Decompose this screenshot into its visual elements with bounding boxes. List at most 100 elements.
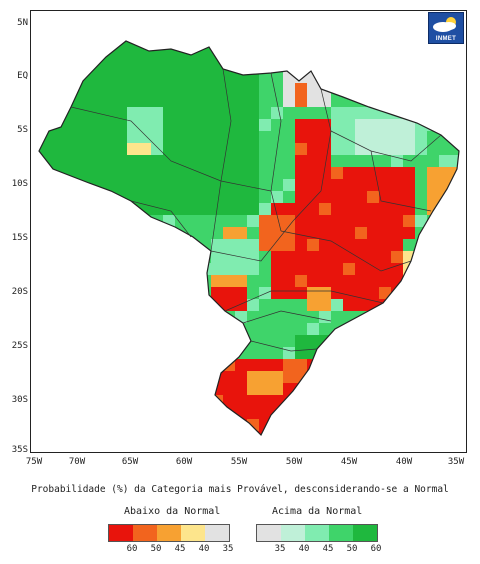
grid-cell — [55, 131, 67, 143]
grid-cell — [355, 107, 367, 119]
lon-tick: 65W — [121, 457, 139, 467]
grid-cell — [271, 263, 283, 275]
grid-cell — [427, 155, 439, 167]
legend-swatch — [205, 525, 229, 541]
grid-cell — [115, 59, 127, 71]
grid-cell — [127, 119, 139, 131]
grid-cell — [307, 167, 319, 179]
grid-cell — [91, 83, 103, 95]
grid-cell — [199, 143, 211, 155]
grid-cell — [151, 143, 163, 155]
grid-cell — [439, 155, 451, 167]
inmet-logo: INMET — [428, 12, 464, 44]
grid-cell — [175, 191, 187, 203]
grid-cell — [319, 119, 331, 131]
legend-label: 35 — [274, 544, 286, 554]
grid-cell — [223, 71, 235, 83]
grid-cell — [319, 263, 331, 275]
grid-cell — [283, 275, 295, 287]
grid-cell — [319, 143, 331, 155]
grid-cell — [415, 191, 427, 203]
grid-cell — [247, 131, 259, 143]
grid-cell — [103, 119, 115, 131]
grid-cell — [319, 251, 331, 263]
grid-cell — [451, 155, 459, 167]
grid-cell — [271, 239, 283, 251]
grid-cell — [283, 167, 295, 179]
grid-cell — [283, 299, 295, 311]
grid-cell — [307, 131, 319, 143]
grid-cell — [91, 131, 103, 143]
grid-cell — [247, 191, 259, 203]
grid-cell — [103, 107, 115, 119]
grid-cell — [187, 131, 199, 143]
grid-cell — [295, 311, 307, 323]
grid-cell — [127, 179, 139, 191]
grid-cell — [43, 143, 55, 155]
grid-cell — [259, 359, 271, 371]
legend-swatch — [181, 525, 205, 541]
grid-cell — [319, 275, 331, 287]
grid-cell — [151, 95, 163, 107]
legend-below-scale — [108, 524, 230, 542]
grid-cell — [199, 83, 211, 95]
brazil-probability-map — [31, 11, 466, 452]
grid-cell — [259, 383, 271, 395]
grid-cell — [307, 119, 319, 131]
grid-cell — [391, 215, 403, 227]
grid-cell — [175, 179, 187, 191]
grid-cell — [367, 191, 379, 203]
grid-cell — [331, 191, 343, 203]
grid-cell — [175, 83, 187, 95]
grid-cell — [295, 119, 307, 131]
grid-cell — [331, 227, 343, 239]
grid-cell — [163, 83, 175, 95]
grid-cell — [343, 203, 355, 215]
grid-cell — [115, 47, 127, 59]
grid-cell — [307, 299, 319, 311]
grid-cell — [223, 131, 235, 143]
grid-cell — [127, 131, 139, 143]
grid-cell — [355, 227, 367, 239]
grid-cell — [307, 203, 319, 215]
grid-cell — [199, 59, 211, 71]
grid-cell — [151, 155, 163, 167]
grid-cell — [295, 179, 307, 191]
grid-cell — [235, 155, 247, 167]
grid-cell — [343, 263, 355, 275]
grid-cell — [295, 287, 307, 299]
grid-cell — [223, 203, 235, 215]
grid-cell — [115, 131, 127, 143]
grid-cell — [127, 95, 139, 107]
lon-tick: 55W — [230, 457, 248, 467]
grid-cell — [211, 119, 223, 131]
grid-cell — [187, 167, 199, 179]
grid-cell — [391, 179, 403, 191]
lat-tick: 30S — [11, 395, 28, 405]
lon-tick: 75W — [25, 457, 43, 467]
grid-cell — [379, 227, 391, 239]
grid-cell — [175, 95, 187, 107]
grid-cell — [283, 311, 295, 323]
grid-cell — [295, 83, 307, 95]
grid-cell — [355, 239, 367, 251]
grid-cell — [355, 215, 367, 227]
grid-cell — [283, 359, 295, 371]
grid-cell — [295, 347, 307, 359]
grid-cell — [163, 191, 175, 203]
grid-cell — [247, 179, 259, 191]
grid-cell — [163, 203, 175, 215]
grid-cell — [115, 155, 127, 167]
grid-cell — [331, 131, 343, 143]
grid-cell — [307, 179, 319, 191]
map-caption: Probabilidade (%) da Categoria mais Prov… — [31, 484, 449, 495]
grid-cell — [223, 119, 235, 131]
grid-cell — [307, 239, 319, 251]
grid-cell — [379, 131, 391, 143]
grid-cell — [427, 143, 439, 155]
grid-cell — [163, 143, 175, 155]
grid-cell — [367, 107, 379, 119]
grid-cell — [331, 95, 343, 107]
grid-cell — [355, 143, 367, 155]
grid-cell — [259, 203, 271, 215]
